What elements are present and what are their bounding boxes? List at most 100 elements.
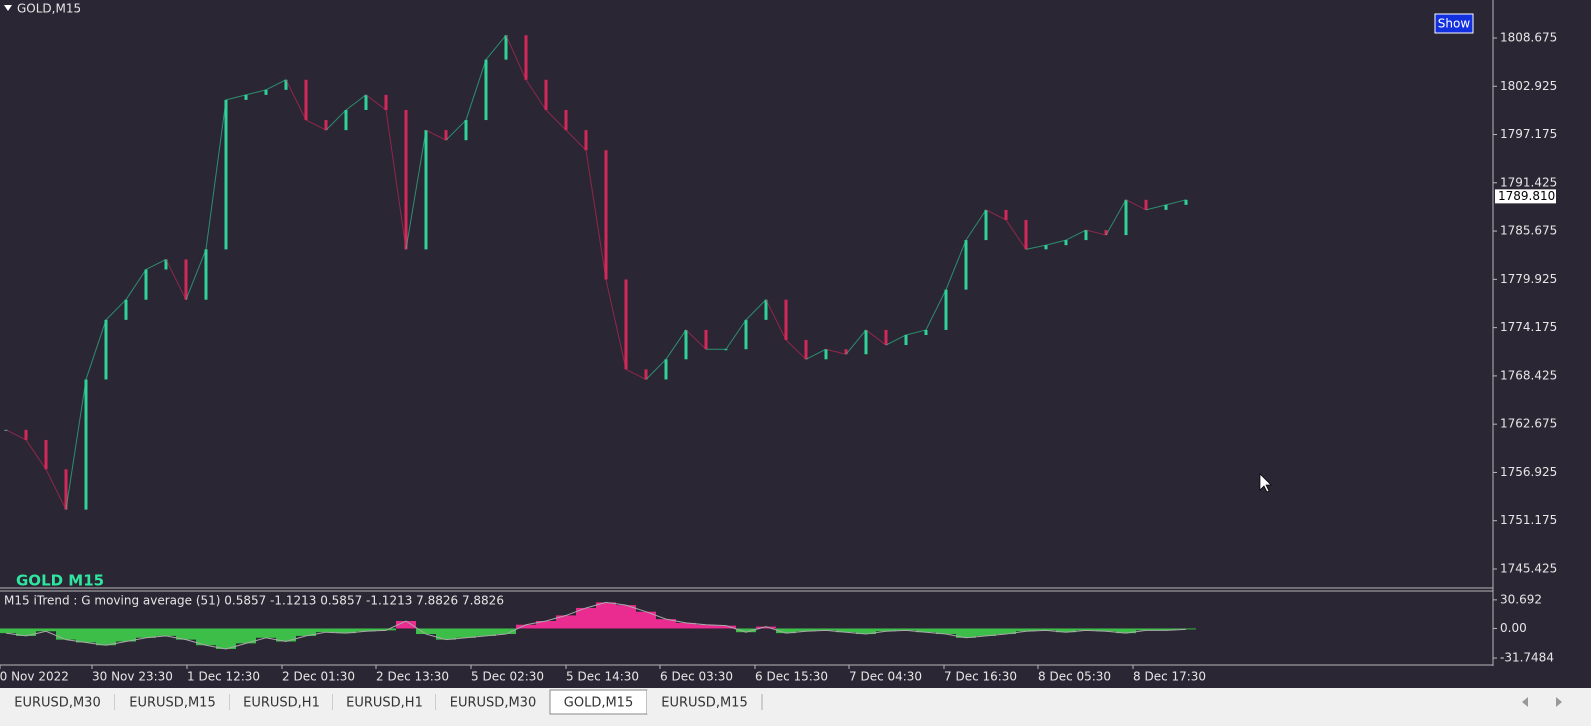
tab-label[interactable]: EURUSD,H1 [243, 696, 320, 711]
histogram-bar [536, 621, 556, 629]
y-tick-label: 1808.675 [1500, 30, 1557, 44]
histogram-bar [556, 615, 576, 629]
tab[interactable]: EURUSD,H1 [230, 690, 334, 714]
price-link [1005, 219, 1027, 250]
price-link [1105, 199, 1127, 236]
histogram-bar [196, 628, 216, 646]
price-link [145, 258, 167, 270]
histogram-bar [376, 628, 396, 631]
price-link [605, 279, 627, 370]
y-tick-label: 1751.175 [1500, 513, 1557, 527]
price-link [565, 129, 587, 151]
tab-background[interactable] [647, 690, 762, 714]
x-tick-label: 6 Dec 15:30 [755, 670, 828, 684]
price-link [5, 429, 27, 441]
histogram-bar [516, 624, 536, 629]
histogram-bar [876, 628, 896, 632]
tab[interactable]: GOLD,M15 [549, 689, 648, 715]
tab[interactable]: EURUSD,M15 [647, 690, 763, 714]
price-link [965, 209, 987, 241]
tab-background[interactable] [0, 690, 115, 714]
tab-label[interactable]: GOLD,M15 [564, 696, 633, 711]
y-tick-label: 1768.425 [1500, 368, 1557, 382]
tab-background[interactable] [230, 690, 333, 714]
x-tick-label: 2 Dec 13:30 [376, 670, 449, 684]
tab[interactable]: EURUSD,M30 [436, 690, 551, 714]
tab-background[interactable] [333, 690, 436, 714]
price-link [765, 299, 787, 341]
histogram-bar [756, 626, 776, 629]
price-link [925, 289, 947, 331]
tab-label[interactable]: EURUSD,M15 [129, 696, 215, 711]
histogram-bar [176, 628, 196, 640]
histogram-bar [436, 628, 456, 640]
tab-label[interactable]: EURUSD,M30 [450, 696, 536, 711]
price-link [865, 329, 887, 346]
x-tick-label: 8 Dec 17:30 [1133, 670, 1206, 684]
price-link [625, 368, 647, 380]
x-tick-label: 1 Dec 12:30 [187, 670, 260, 684]
histogram-bar [496, 628, 516, 635]
price-link [105, 299, 127, 321]
histogram-bar [996, 628, 1016, 635]
price-link [945, 239, 967, 290]
histogram-bar [1156, 628, 1176, 631]
tab-background[interactable] [436, 690, 550, 714]
x-tick-label: 30 Nov 23:30 [92, 670, 173, 684]
collapse-icon[interactable] [4, 5, 12, 11]
price-link [65, 379, 87, 510]
show-button-label[interactable]: Show [1438, 17, 1471, 31]
tab-label[interactable]: EURUSD,M15 [661, 696, 747, 711]
show-button[interactable] [1434, 13, 1474, 34]
x-tick-label: 8 Dec 05:30 [1038, 670, 1111, 684]
cursor [1259, 473, 1272, 493]
y-tick-label: 0.00 [1500, 621, 1527, 635]
price-link [525, 79, 547, 111]
tab-background[interactable] [549, 689, 648, 715]
tab-label[interactable]: EURUSD,M30 [14, 696, 100, 711]
histogram-bar [776, 628, 796, 634]
tab-background[interactable] [115, 690, 230, 714]
histogram-bar [476, 628, 496, 636]
price-link [1025, 244, 1047, 250]
price-link [25, 439, 47, 470]
price-link [665, 329, 687, 360]
price-link [905, 329, 927, 336]
histogram-bar [416, 628, 436, 635]
price-link [425, 129, 447, 141]
price-link [405, 130, 427, 250]
histogram-bar [56, 628, 76, 640]
price-link [165, 259, 187, 300]
price-link [845, 329, 867, 355]
tab[interactable]: EURUSD,H1 [333, 690, 437, 714]
histogram-bar [596, 602, 616, 629]
price-link [1125, 199, 1147, 211]
price-link [285, 79, 307, 121]
x-tick-label: 7 Dec 16:30 [944, 670, 1017, 684]
tab[interactable]: EURUSD,M15 [115, 690, 231, 714]
histogram-bar [576, 607, 596, 629]
histogram-bar [276, 628, 296, 642]
price-link [265, 79, 287, 91]
price-link [245, 89, 267, 96]
price-link [785, 339, 807, 360]
tab-label[interactable]: EURUSD,H1 [346, 696, 423, 711]
price-link [85, 319, 107, 380]
histogram-bar [1056, 628, 1076, 633]
price-link [805, 348, 827, 360]
price-link [1165, 199, 1187, 206]
y-tick-label: 1762.675 [1500, 417, 1557, 431]
histogram-bar [956, 628, 976, 638]
histogram-bar [836, 628, 856, 633]
tab[interactable]: EURUSD,M30 [0, 690, 116, 714]
price-link [445, 119, 467, 141]
y-tick-label: 1756.925 [1500, 465, 1557, 479]
x-tick-label: 2 Dec 01:30 [282, 670, 355, 684]
histogram-bar [976, 628, 996, 636]
histogram-bar [396, 621, 416, 629]
indicator-line [5, 601, 1187, 650]
y-tick-label: 1797.175 [1500, 127, 1557, 141]
price-link [385, 109, 407, 250]
histogram-bar [1176, 628, 1196, 630]
